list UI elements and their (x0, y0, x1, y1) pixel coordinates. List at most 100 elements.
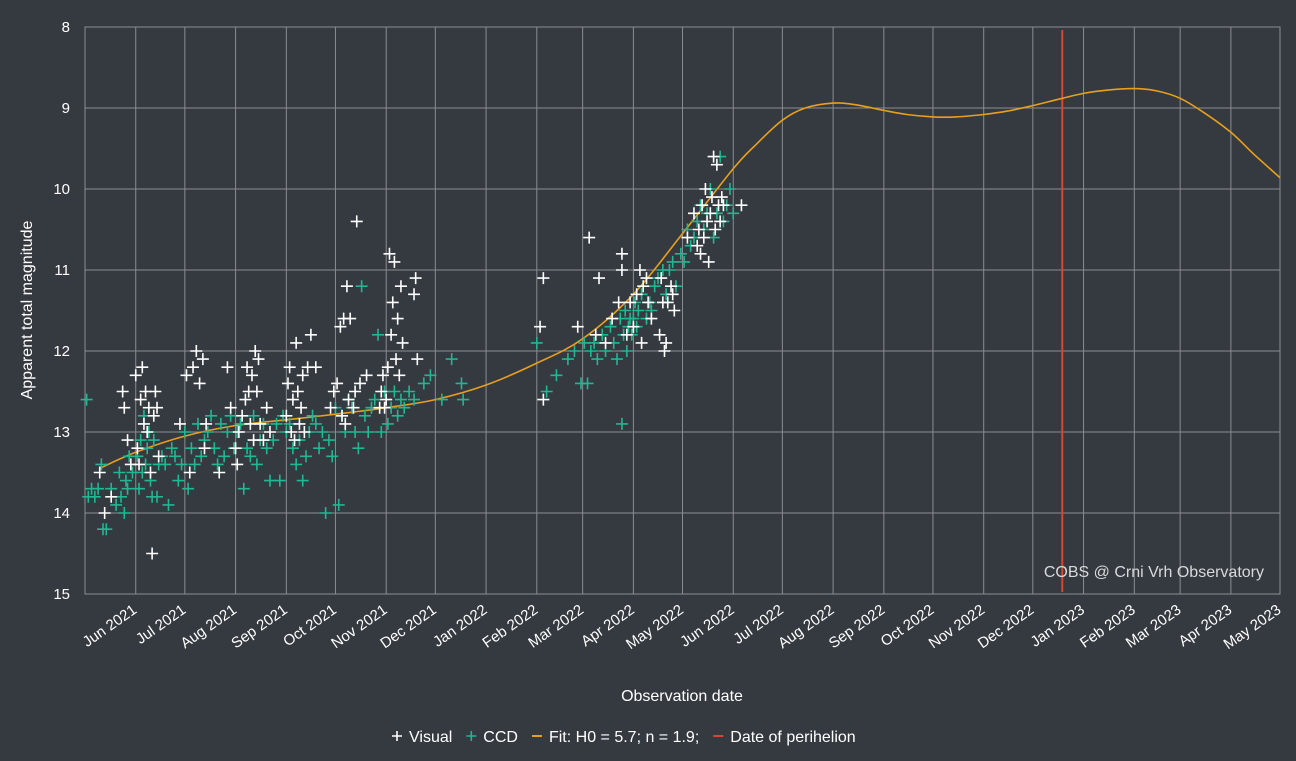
visual-point (645, 312, 658, 325)
ccd-point (403, 385, 416, 398)
visual-point (704, 207, 717, 220)
ccd-point (615, 417, 628, 430)
x-axis-title: Observation date (621, 688, 743, 705)
visual-point (193, 377, 206, 390)
visual-point (393, 369, 406, 382)
visual-point (129, 369, 142, 382)
visual-point (534, 320, 547, 333)
ccd-point (80, 393, 93, 406)
ccd-point (110, 498, 123, 511)
ccd-point (113, 466, 126, 479)
visual-point (691, 239, 704, 252)
visual-point (254, 417, 267, 430)
visual-point (624, 296, 637, 309)
visual-point (340, 280, 353, 293)
visual-point (383, 247, 396, 260)
legend-label: Fit: H0 = 5.7; n = 1.9; (549, 729, 699, 746)
visual-point (260, 401, 273, 414)
visual-point (385, 328, 398, 341)
visual-point (349, 385, 362, 398)
visual-point (666, 288, 679, 301)
visual-point (324, 401, 337, 414)
visual-point (149, 385, 162, 398)
visual-point (378, 401, 391, 414)
ccd-point (182, 482, 195, 495)
ccd-point (250, 458, 263, 471)
visual-point (635, 336, 648, 349)
ccd-point (195, 450, 208, 463)
ccd-point (358, 409, 371, 422)
ccd-point (172, 474, 185, 487)
ccd-point (134, 434, 147, 447)
ccd-point (175, 458, 188, 471)
visual-point (381, 361, 394, 374)
visual-point (291, 385, 304, 398)
visual-point (571, 320, 584, 333)
visual-point (717, 199, 730, 212)
visual-point (696, 199, 709, 212)
visual-point (144, 466, 157, 479)
visual-point (190, 345, 203, 357)
ccd-point (119, 474, 132, 487)
visual-point (198, 442, 211, 455)
ccd-point (584, 345, 597, 357)
ccd-point (218, 450, 231, 463)
ccd-point (332, 498, 345, 511)
visual-point (231, 458, 244, 471)
visual-series (93, 150, 748, 560)
ccd-point (201, 426, 214, 438)
visual-point (615, 264, 628, 276)
ccd-point (417, 377, 430, 390)
visual-point (281, 377, 294, 390)
visual-point (339, 417, 352, 430)
visual-point (354, 377, 367, 390)
visual-point (249, 345, 262, 357)
visual-point (537, 272, 550, 285)
visual-point (633, 264, 646, 276)
ccd-point (368, 393, 381, 406)
visual-point (701, 215, 714, 228)
visual-point (187, 361, 200, 374)
ccd-point (604, 320, 617, 333)
visual-point (408, 288, 421, 301)
ccd-point (88, 490, 101, 503)
y-tick-label: 10 (53, 181, 70, 198)
visual-point (380, 393, 393, 406)
ccd-point (316, 426, 329, 438)
ccd-point (95, 458, 108, 471)
visual-point (710, 158, 723, 171)
x-tick-label: Aug 2022 (775, 601, 837, 652)
visual-point (642, 296, 655, 309)
visual-point (390, 353, 403, 366)
ccd-point (391, 409, 404, 422)
visual-point (224, 401, 237, 414)
ccd-point (355, 280, 368, 293)
visual-point (213, 466, 226, 479)
visual-point (280, 409, 293, 422)
visual-point (133, 458, 146, 471)
credit-label: COBS @ Crni Vrh Observatory (1044, 564, 1264, 581)
ccd-point (313, 442, 326, 455)
legend-swatch (466, 731, 477, 741)
ccd-point (290, 458, 303, 471)
y-tick-label: 11 (54, 262, 70, 279)
ccd-point (611, 353, 624, 366)
visual-point (327, 385, 340, 398)
ccd-point (273, 474, 286, 487)
visual-point (118, 401, 131, 414)
y-tick-labels: 8 9 10 11 12 13 14 15 (53, 19, 70, 603)
x-tick-label: Jun 2021 (80, 601, 140, 650)
ccd-point (568, 345, 581, 357)
ccd-point (561, 353, 574, 366)
ccd-point (666, 255, 679, 268)
visual-point (344, 312, 357, 325)
ccd-point (306, 409, 319, 422)
ccd-point (159, 458, 172, 471)
ccd-point (319, 507, 332, 519)
y-tick-label: 9 (62, 100, 70, 117)
visual-point (707, 150, 720, 163)
ccd-point (205, 409, 218, 422)
visual-point (116, 385, 129, 398)
visual-point (599, 336, 612, 349)
